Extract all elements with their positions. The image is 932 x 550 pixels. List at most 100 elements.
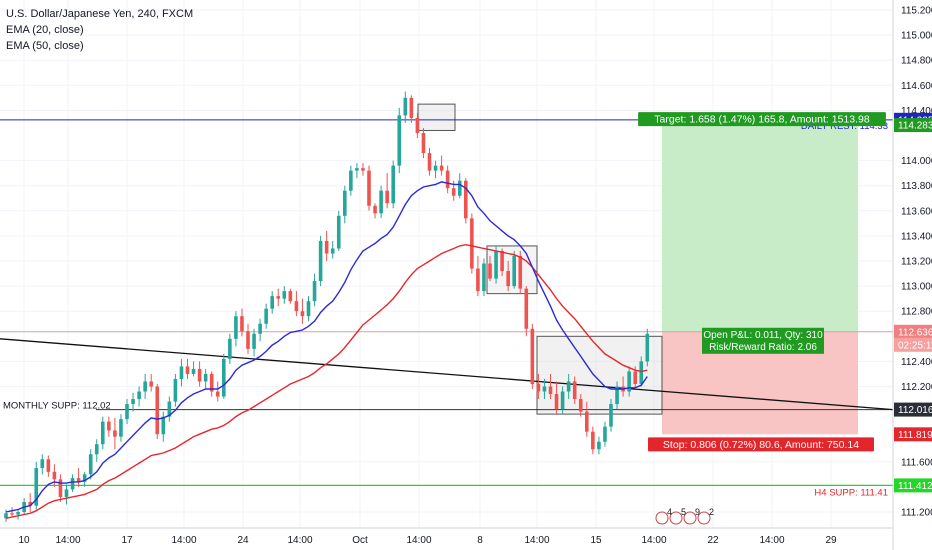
candle[interactable] bbox=[609, 399, 613, 432]
candle[interactable] bbox=[125, 399, 129, 425]
candle[interactable] bbox=[548, 373, 553, 400]
candle[interactable] bbox=[349, 165, 353, 196]
price-tag-green[interactable]: 114.283 bbox=[894, 118, 932, 133]
candle[interactable] bbox=[149, 373, 153, 392]
candle[interactable] bbox=[185, 358, 190, 379]
symbol-title[interactable]: U.S. Dollar/Japanese Yen, 240, FXCM bbox=[6, 8, 194, 20]
candle[interactable] bbox=[645, 328, 650, 367]
candle[interactable] bbox=[627, 366, 631, 397]
candle[interactable] bbox=[64, 484, 69, 505]
candle[interactable] bbox=[367, 165, 371, 211]
candle[interactable] bbox=[252, 328, 256, 357]
candle[interactable] bbox=[16, 509, 20, 520]
ema50-legend[interactable]: EMA (50, close) bbox=[6, 40, 84, 52]
event-marker[interactable]: 5 bbox=[669, 507, 686, 525]
trend-line[interactable] bbox=[0, 338, 894, 411]
candle[interactable] bbox=[361, 163, 365, 176]
candle[interactable] bbox=[94, 439, 99, 462]
candle[interactable] bbox=[591, 426, 595, 455]
candle[interactable] bbox=[373, 203, 377, 219]
candle[interactable] bbox=[101, 416, 105, 450]
candle[interactable] bbox=[324, 230, 329, 261]
event-marker[interactable]: 9 bbox=[683, 507, 700, 525]
candle[interactable] bbox=[300, 298, 305, 324]
candle[interactable] bbox=[137, 386, 141, 407]
candle[interactable] bbox=[306, 296, 311, 322]
candle[interactable] bbox=[209, 371, 214, 397]
candle[interactable] bbox=[482, 258, 486, 297]
candle[interactable] bbox=[597, 436, 601, 455]
candle[interactable] bbox=[58, 474, 63, 502]
candle[interactable] bbox=[530, 323, 535, 390]
candle[interactable] bbox=[385, 173, 389, 209]
candle[interactable] bbox=[46, 455, 51, 477]
candle[interactable] bbox=[264, 303, 268, 329]
candle[interactable] bbox=[288, 288, 293, 304]
candle[interactable] bbox=[82, 471, 87, 487]
candle[interactable] bbox=[119, 414, 123, 442]
candle[interactable] bbox=[40, 454, 45, 475]
candle[interactable] bbox=[28, 493, 32, 512]
candle[interactable] bbox=[246, 323, 250, 354]
price-tag-red[interactable]: 111.819 bbox=[894, 427, 932, 442]
candle[interactable] bbox=[318, 235, 323, 287]
candle[interactable] bbox=[566, 373, 571, 400]
candle[interactable] bbox=[355, 163, 359, 179]
candle[interactable] bbox=[113, 417, 117, 450]
time-axis[interactable]: 10 14:00 17 14:00 24 14:00 Oct 14:00 8 14:00 15 14:… bbox=[0, 527, 893, 546]
candle[interactable] bbox=[167, 396, 172, 422]
candle[interactable] bbox=[34, 461, 39, 510]
candle[interactable] bbox=[391, 160, 395, 209]
candle[interactable] bbox=[203, 368, 208, 390]
candle[interactable] bbox=[615, 381, 619, 410]
candle[interactable] bbox=[70, 474, 75, 492]
candle[interactable] bbox=[379, 185, 383, 219]
candle[interactable] bbox=[445, 165, 450, 194]
candle[interactable] bbox=[421, 127, 426, 159]
countdown-tag[interactable]: 02:25:11 bbox=[894, 337, 932, 352]
candle[interactable] bbox=[312, 273, 317, 307]
candle[interactable] bbox=[464, 178, 468, 224]
candle[interactable] bbox=[500, 248, 504, 277]
candle[interactable] bbox=[542, 378, 547, 400]
candle[interactable] bbox=[554, 381, 559, 415]
candle[interactable] bbox=[336, 210, 341, 251]
candle[interactable] bbox=[397, 107, 402, 174]
candle[interactable] bbox=[560, 386, 565, 415]
candle[interactable] bbox=[294, 291, 299, 317]
candle[interactable] bbox=[476, 255, 480, 297]
candle[interactable] bbox=[403, 91, 408, 123]
target-label[interactable]: Target: 1.658 (1.47%) 165.8, Amount: 151… bbox=[638, 112, 886, 127]
candle[interactable] bbox=[427, 148, 432, 176]
candle[interactable] bbox=[215, 381, 220, 402]
candle[interactable] bbox=[343, 185, 347, 224]
stop-label[interactable]: Stop: 0.806 (0.72%) 80.6, Amount: 750.14 bbox=[648, 437, 874, 452]
candle[interactable] bbox=[276, 288, 281, 307]
candle[interactable] bbox=[439, 155, 444, 176]
candle[interactable] bbox=[270, 291, 274, 314]
candle[interactable] bbox=[161, 411, 166, 442]
price-axis[interactable]: 115.200 115.000 114.800 114.600 114.400 114.0… bbox=[892, 0, 932, 550]
candle[interactable] bbox=[494, 245, 498, 284]
candle[interactable] bbox=[457, 173, 462, 199]
target-zone[interactable] bbox=[662, 125, 858, 332]
candle[interactable] bbox=[173, 373, 178, 407]
candle[interactable] bbox=[107, 416, 111, 437]
ema20-legend[interactable]: EMA (20, close) bbox=[6, 24, 84, 36]
candlestick-series[interactable] bbox=[4, 91, 650, 523]
candle[interactable] bbox=[76, 468, 81, 487]
candle[interactable] bbox=[433, 160, 438, 179]
candle[interactable] bbox=[258, 318, 262, 342]
candle[interactable] bbox=[240, 308, 244, 337]
candle[interactable] bbox=[572, 376, 577, 405]
candle[interactable] bbox=[10, 506, 14, 518]
candle[interactable] bbox=[578, 394, 583, 417]
event-marker[interactable]: 2 bbox=[697, 507, 714, 525]
candle[interactable] bbox=[228, 333, 232, 364]
candle[interactable] bbox=[131, 392, 135, 412]
top-box-drawing[interactable] bbox=[417, 103, 456, 131]
candle[interactable] bbox=[52, 464, 57, 487]
candle[interactable] bbox=[179, 358, 184, 387]
